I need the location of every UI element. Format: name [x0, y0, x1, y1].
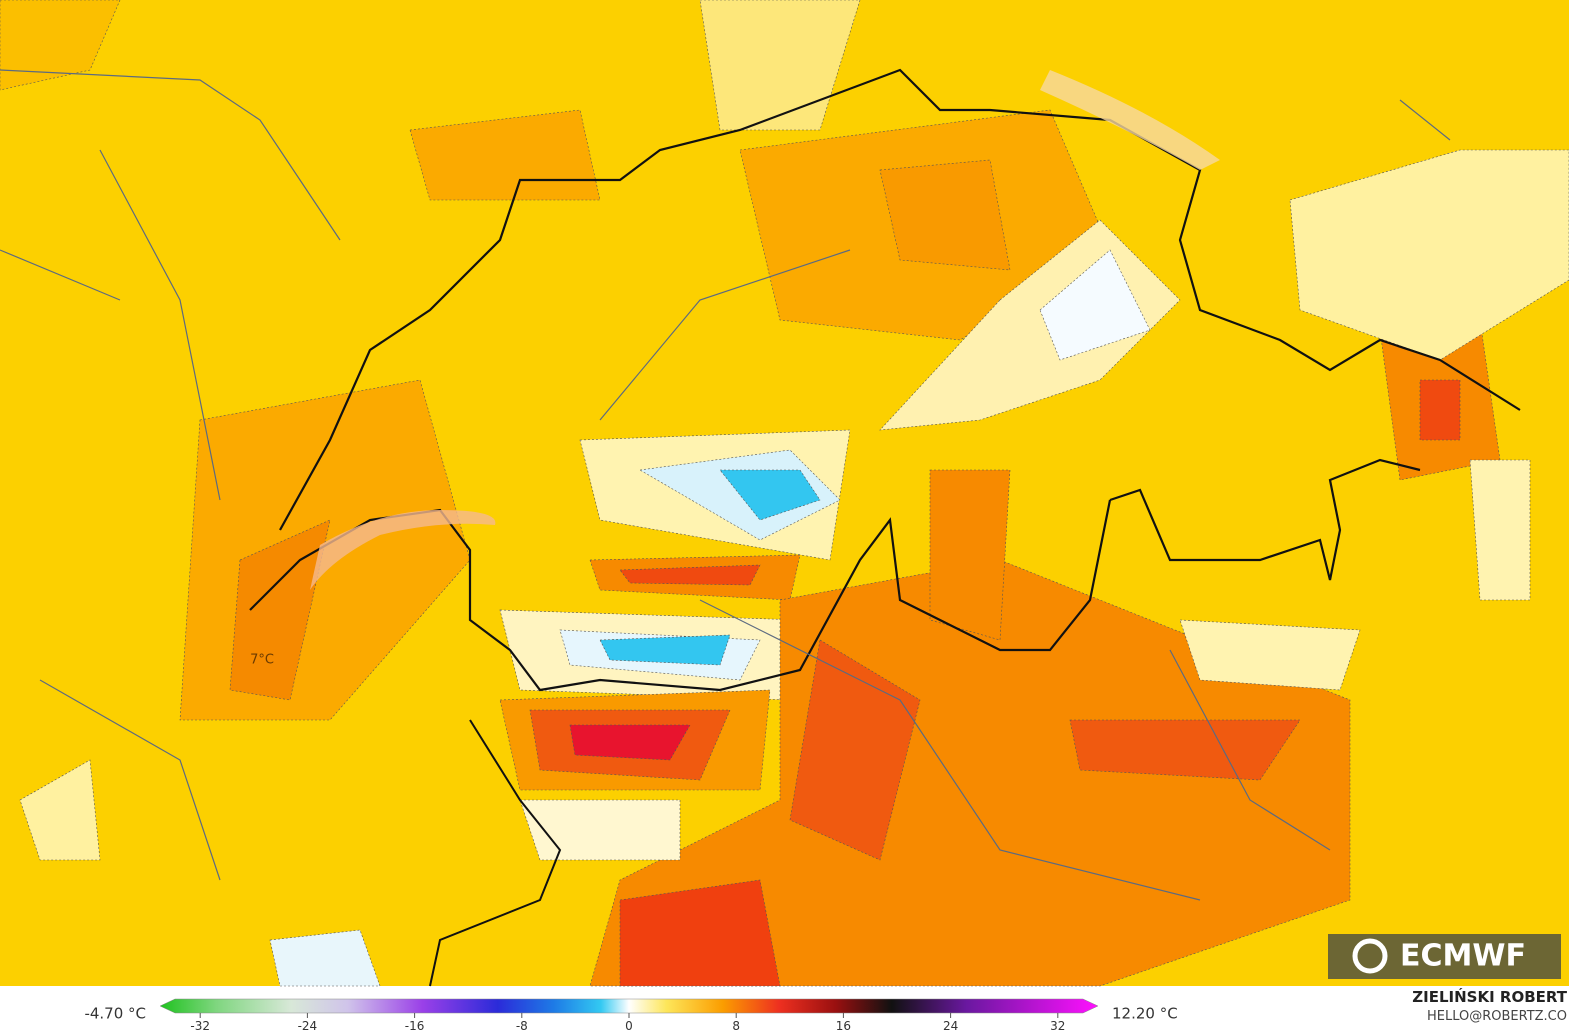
credit-contact: HELLO@ROBERTZ.CO	[1427, 1009, 1567, 1024]
lake	[310, 510, 496, 590]
logo-icon	[1352, 938, 1388, 974]
min-label: -4.70 °C	[84, 1005, 146, 1023]
spot-label: 7°C	[250, 653, 274, 668]
borders	[0, 68, 1521, 987]
colorbar-tick-label: -32	[190, 1019, 210, 1033]
credit-name: ZIELIŃSKI ROBERT	[1412, 987, 1567, 1006]
map: 7°C	[0, 0, 1569, 987]
colorbar-tick-label: 32	[1050, 1019, 1065, 1033]
colorbar-tick-label: 0	[625, 1019, 633, 1033]
max-label: 12.20 °C	[1112, 1005, 1178, 1023]
colorbar-tick-label: -16	[405, 1019, 425, 1033]
colorbar-tick-label: 8	[732, 1019, 740, 1033]
lake	[1040, 70, 1220, 170]
colorbar-bar	[159, 998, 1099, 1014]
colorbar-tick-label: 24	[943, 1019, 958, 1033]
logo-box: ECMWF	[1328, 934, 1561, 979]
colorbar-tick-label: 16	[836, 1019, 851, 1033]
temperature-fields	[0, 0, 1569, 987]
logo-text: ECMWF	[1400, 939, 1526, 974]
colorbar-tick-label: -24	[298, 1019, 318, 1033]
colorbar: -4.70 °C 12.20 °C -32 -24 -16 -8 0 8 16 24 32	[84, 998, 1178, 1033]
colorbar-tick-label: -8	[516, 1019, 528, 1033]
